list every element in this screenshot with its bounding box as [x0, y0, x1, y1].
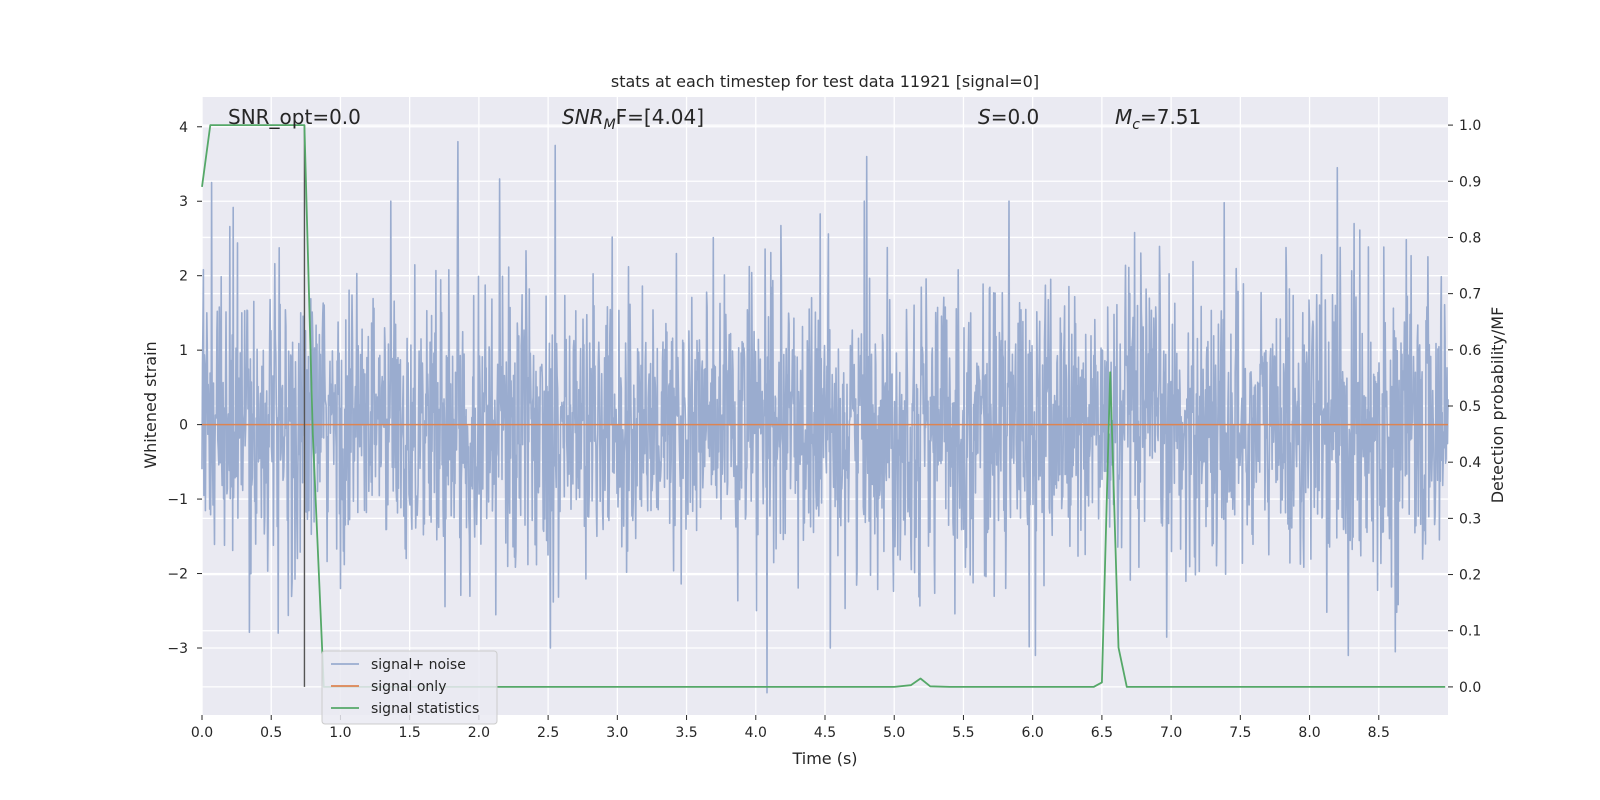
- x-axis-label: Time (s): [791, 749, 857, 768]
- y2-tick-label: 0.3: [1459, 511, 1481, 527]
- x-tick-label: 5.0: [883, 725, 905, 741]
- y2-tick-label: 0.7: [1459, 287, 1481, 303]
- x-tick-label: 3.0: [606, 725, 628, 741]
- x-tick-label: 1.5: [399, 725, 421, 741]
- annotation-snr-mf-sub: M: [604, 117, 616, 133]
- y-tick-label: −3: [167, 641, 188, 657]
- annotation-snr-opt: SNR_opt=0.0: [228, 105, 361, 129]
- annotation-mc-rest: =7.51: [1140, 105, 1201, 129]
- legend: signal+ noise signal only signal statist…: [321, 650, 498, 725]
- x-tick-label: 8.5: [1368, 725, 1390, 741]
- y-axis-label: Whitened strain: [141, 341, 160, 468]
- y2-tick-label: 0.6: [1459, 343, 1481, 359]
- signal-noise-series: [201, 140, 1449, 694]
- annotation-snr-mf: SNRMF=[4.04]: [562, 105, 704, 133]
- legend-label-signal-only: signal only: [371, 679, 446, 695]
- x-tick-label: 6.0: [1022, 725, 1044, 741]
- legend-label-statistics: signal statistics: [371, 701, 479, 717]
- y-tick-label: 1: [179, 343, 188, 359]
- x-tick-label: 4.5: [814, 725, 836, 741]
- x-tick-label: 5.5: [952, 725, 974, 741]
- y-tick-label: 3: [179, 194, 188, 210]
- y-tick-label: 2: [179, 269, 188, 285]
- y2-axis-label: Detection probability/MF: [1488, 307, 1507, 504]
- y2-axis-ticks: 0.0 0.1 0.2 0.3 0.4 0.5 0.6 0.7 0.8 0.9 1.0: [1448, 118, 1481, 696]
- x-tick-label: 7.5: [1229, 725, 1251, 741]
- annotation-mc-sub: c: [1132, 117, 1140, 133]
- series-line-signal-noise: [201, 140, 1449, 694]
- x-tick-label: 2.5: [537, 725, 559, 741]
- y2-tick-label: 0.1: [1459, 624, 1481, 640]
- annotation-snr-mf-main: SNR: [562, 105, 604, 129]
- y-tick-label: −2: [167, 567, 188, 583]
- x-tick-label: 0.5: [260, 725, 282, 741]
- y2-tick-label: 0.9: [1459, 174, 1481, 190]
- x-tick-label: 8.0: [1298, 725, 1320, 741]
- legend-label-noise: signal+ noise: [371, 657, 466, 673]
- x-tick-label: 0.0: [191, 725, 213, 741]
- x-tick-label: 3.5: [675, 725, 697, 741]
- y2-tick-label: 0.0: [1459, 680, 1481, 696]
- y-axis-ticks: −3 −2 −1 0 1 2 3 4: [167, 120, 202, 657]
- annotation-s-rest: =0.0: [991, 105, 1040, 129]
- annotation-s: S=0.0: [978, 105, 1039, 129]
- y-tick-label: 4: [179, 120, 188, 136]
- x-tick-label: 6.5: [1091, 725, 1113, 741]
- x-tick-label: 2.0: [468, 725, 490, 741]
- y2-tick-label: 1.0: [1459, 118, 1481, 134]
- y-tick-label: −1: [167, 492, 188, 508]
- x-axis-ticks: 0.0 0.5 1.0 1.5 2.0 2.5 3.0 3.5 4.0 4.5 5.0 5.5 6.0 6…: [191, 715, 1390, 741]
- series-line-signal-statistics: [201, 124, 1446, 688]
- y2-tick-label: 0.5: [1459, 399, 1481, 415]
- signal-statistics-series: [201, 124, 1446, 688]
- x-tick-label: 1.0: [329, 725, 351, 741]
- annotation-mc: Mc=7.51: [1115, 105, 1201, 133]
- y2-tick-label: 0.8: [1459, 230, 1481, 246]
- y2-tick-label: 0.2: [1459, 568, 1481, 584]
- annotation-snr-mf-rest: F=[4.04]: [616, 105, 704, 129]
- y2-tick-label: 0.4: [1459, 455, 1481, 471]
- x-tick-label: 7.0: [1160, 725, 1182, 741]
- x-tick-label: 4.0: [745, 725, 767, 741]
- legend-box: [321, 650, 498, 725]
- annotation-s-main: S: [978, 105, 991, 129]
- y-tick-label: 0: [179, 418, 188, 434]
- annotation-mc-main: M: [1115, 105, 1132, 129]
- chart-title: stats at each timestep for test data 119…: [611, 72, 1039, 91]
